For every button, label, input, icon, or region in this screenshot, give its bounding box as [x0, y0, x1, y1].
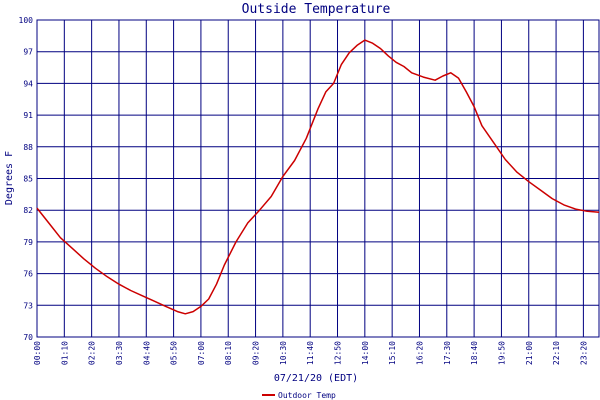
y-tick-label: 73: [23, 301, 33, 310]
plot-grid: [36, 19, 599, 338]
x-tick-label: 19:50: [497, 341, 506, 365]
y-tick-label: 100: [19, 16, 34, 25]
y-tick-label: 85: [23, 175, 33, 184]
x-tick-label: 22:10: [552, 341, 561, 365]
x-tick-label: 05:50: [170, 341, 179, 365]
x-tick-label: 14:00: [361, 341, 370, 365]
x-tick-label: 03:30: [115, 341, 124, 365]
x-tick-label: 21:00: [525, 341, 534, 365]
x-axis-ticks: 00:00 01:10 02:20 03:30 04:40 05:50 07:00 08:10…: [33, 341, 588, 365]
x-tick-label: 18:40: [470, 341, 479, 365]
x-tick-label: 10:30: [279, 341, 288, 365]
y-tick-label: 76: [23, 270, 33, 279]
legend-label: Outdoor Temp: [278, 391, 336, 400]
y-tick-label: 79: [23, 238, 33, 247]
x-tick-label: 15:10: [388, 341, 397, 365]
x-tick-label: 08:10: [224, 341, 233, 365]
legend: Outdoor Temp: [262, 391, 336, 400]
x-tick-label: 23:20: [579, 341, 588, 365]
x-axis-label: 07/21/20 (EDT): [274, 373, 358, 384]
x-tick-label: 11:40: [306, 341, 315, 365]
chart-title: Outside Temperature: [242, 2, 391, 17]
x-tick-label: 09:20: [252, 341, 261, 365]
x-tick-label: 04:40: [142, 341, 151, 365]
x-tick-label: 07:00: [197, 341, 206, 365]
y-tick-label: 82: [23, 206, 33, 215]
y-tick-label: 70: [23, 333, 33, 342]
y-tick-label: 94: [23, 79, 33, 88]
y-tick-label: 88: [23, 143, 33, 152]
series-line-outdoor-temp: [36, 39, 600, 315]
y-axis-label: Degrees F: [4, 151, 15, 205]
plot-area: [36, 19, 600, 338]
x-tick-label: 02:20: [88, 341, 97, 365]
x-tick-label: 12:50: [334, 341, 343, 365]
x-tick-label: 00:00: [33, 341, 42, 365]
x-tick-label: 17:30: [443, 341, 452, 365]
series-layer: [36, 39, 600, 315]
x-tick-label: 16:20: [415, 341, 424, 365]
y-tick-label: 91: [23, 111, 33, 120]
y-tick-label: 97: [23, 48, 33, 57]
x-tick-label: 01:10: [60, 341, 69, 365]
y-axis-ticks: 70 73 76 79 82 85 88 91 94 97 100: [19, 16, 34, 342]
